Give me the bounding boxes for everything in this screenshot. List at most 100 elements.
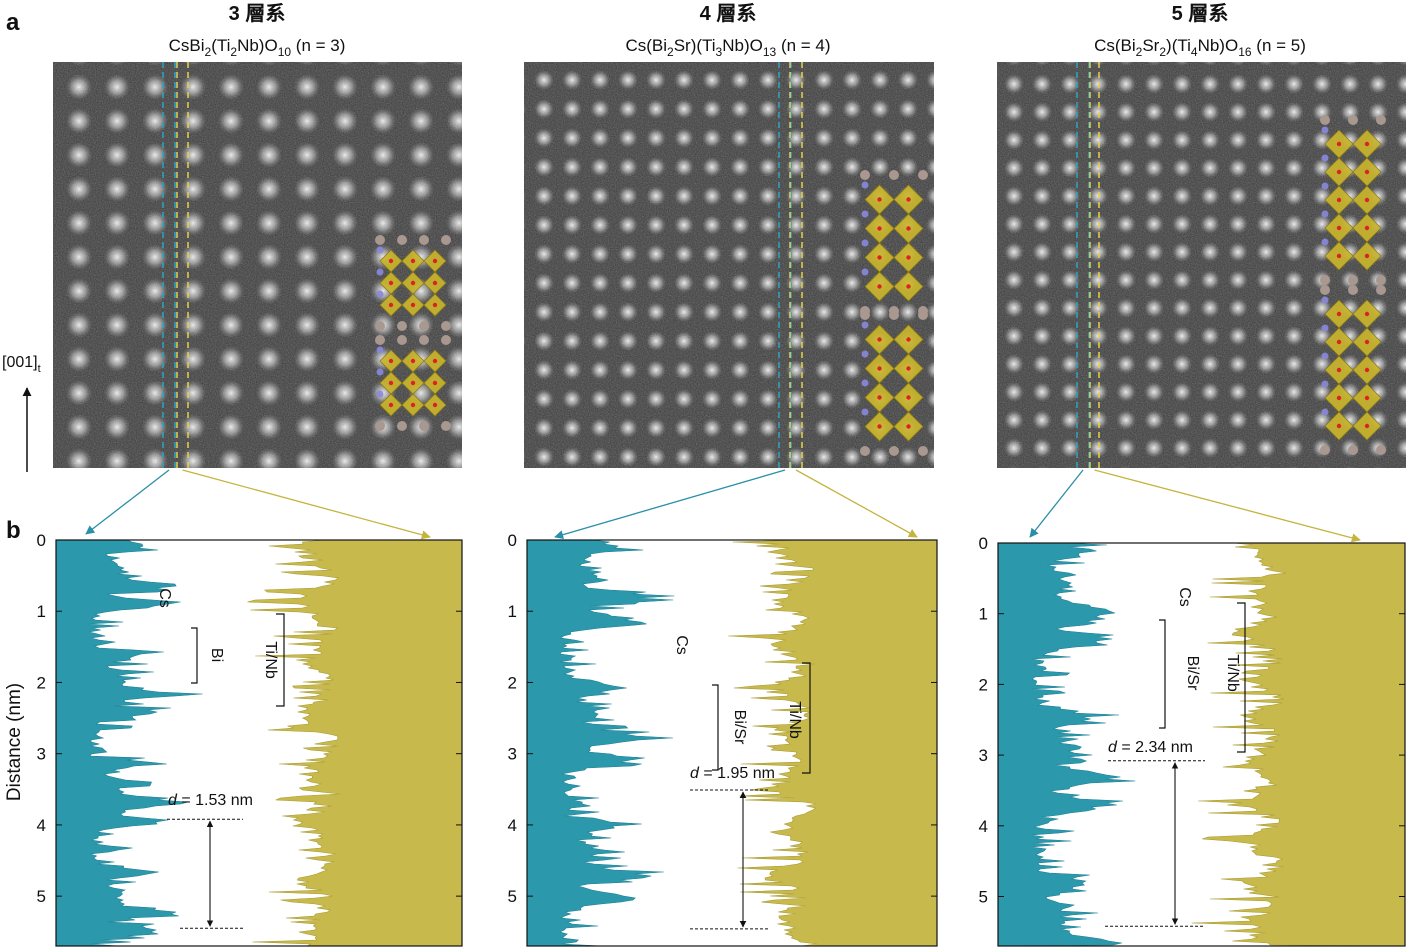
- formula-text: Nb)O: [722, 36, 763, 55]
- spacing-symbol: d: [168, 792, 178, 809]
- element-label: Cs: [156, 588, 173, 608]
- b-site-atom: [1364, 395, 1370, 401]
- element-label: Bi/Sr: [1184, 656, 1201, 691]
- cs-atom: [419, 421, 429, 431]
- cs-atom: [1348, 445, 1358, 455]
- b-site-atom: [906, 395, 911, 400]
- y-tick-label: 5: [979, 888, 988, 907]
- cs-atom: [1348, 285, 1358, 295]
- formula-subscript: 2: [1136, 45, 1143, 59]
- formula-subscript: 2: [667, 45, 674, 59]
- formula: Cs(Bi2Sr)(Ti3Nb)O13 (n = 4): [625, 36, 830, 59]
- cs-atom: [918, 170, 928, 180]
- cs-atom: [397, 321, 407, 331]
- bracket: [276, 613, 285, 707]
- b-site-atom: [877, 337, 882, 342]
- b-site-atom: [1364, 169, 1370, 175]
- b-site-atom: [410, 280, 416, 286]
- y-tick-label: 3: [37, 745, 46, 764]
- cs-atom: [1376, 285, 1386, 295]
- cs-atom: [397, 335, 407, 345]
- a-site-atom: [376, 390, 384, 398]
- element-label: Ti/Nb: [262, 641, 279, 679]
- y-tick-label: 1: [979, 605, 988, 624]
- a-site-atom: [861, 268, 869, 276]
- y-tick-label: 0: [979, 534, 988, 553]
- yellow-pointer: [1094, 469, 1361, 543]
- b-site-atom: [877, 226, 882, 231]
- direction-subscript: t: [38, 363, 41, 375]
- a-site-atom: [1321, 324, 1329, 332]
- b-site-atom: [877, 197, 882, 202]
- a-site-atom: [376, 368, 384, 376]
- formula-subscript: 3: [716, 45, 723, 59]
- formula-text: Nb)O: [1198, 36, 1239, 55]
- stem-noise: [524, 62, 934, 468]
- b-site-atom: [877, 284, 882, 289]
- teal-pointer: [1029, 469, 1084, 538]
- element-label: Cs: [673, 635, 690, 655]
- a-site-atom: [376, 268, 384, 276]
- b-site-atom: [906, 255, 911, 260]
- cs-atom: [1348, 275, 1358, 285]
- b-site-atom: [877, 424, 882, 429]
- element-label: Bi: [208, 648, 225, 662]
- y-tick-label: 2: [979, 675, 988, 694]
- plot-frame: [55, 539, 463, 947]
- direction-label: [001]t: [2, 354, 41, 375]
- formula: CsBi2(Ti2Nb)O10 (n = 3): [169, 36, 346, 59]
- b-site-atom: [906, 366, 911, 371]
- direction-text: [001]: [2, 354, 38, 371]
- teal-pointer: [554, 469, 786, 540]
- formula-text: )(Ti: [1166, 36, 1191, 55]
- formula-text: Nb)O: [237, 36, 278, 55]
- formula-subscript: 2: [205, 45, 212, 59]
- a-site-atom: [1321, 154, 1329, 162]
- cs-atom: [889, 446, 899, 456]
- formula: Cs(Bi2Sr2)(Ti4Nb)O16 (n = 5): [1094, 36, 1306, 59]
- y-tick-label: 5: [508, 887, 517, 906]
- cs-atom: [1348, 115, 1358, 125]
- spacing-symbol: d: [1108, 739, 1118, 756]
- element-label: Cs: [1176, 587, 1193, 607]
- cs-atom: [860, 310, 870, 320]
- y-tick-label: 2: [508, 673, 517, 692]
- cs-atom: [375, 421, 385, 431]
- b-site-atom: [906, 226, 911, 231]
- yellow-profile: [1191, 542, 1406, 947]
- b-site-atom: [388, 402, 394, 408]
- cs-atom: [441, 421, 451, 431]
- b-site-atom: [1364, 253, 1370, 259]
- y-tick-label: 4: [979, 817, 988, 836]
- spacing-label: d = 1.53 nm: [168, 792, 253, 809]
- cs-atom: [1320, 445, 1330, 455]
- element-label: Ti/Nb: [786, 701, 803, 739]
- a-site-atom: [376, 290, 384, 298]
- b-site-atom: [906, 424, 911, 429]
- cs-atom: [1320, 275, 1330, 285]
- y-tick-label: 1: [508, 602, 517, 621]
- plot-frame: [997, 542, 1406, 947]
- a-site-atom: [861, 408, 869, 416]
- a-site-atom: [376, 346, 384, 354]
- spacing-text: = 2.34 nm: [1117, 739, 1193, 756]
- b-site-atom: [1364, 339, 1370, 345]
- teal-profile: [526, 539, 675, 947]
- a-site-atom: [1321, 182, 1329, 190]
- cs-atom: [375, 235, 385, 245]
- b-site-atom: [877, 255, 882, 260]
- bracket: [802, 662, 811, 774]
- b-site-atom: [1364, 197, 1370, 203]
- a-site-atom: [376, 246, 384, 254]
- cs-atom: [375, 321, 385, 331]
- teal-profile: [997, 542, 1136, 947]
- yellow-profile: [247, 539, 463, 947]
- a-site-atom: [861, 239, 869, 247]
- b-site-atom: [388, 280, 394, 286]
- b-site-atom: [877, 366, 882, 371]
- formula-subscript: 2: [1159, 45, 1166, 59]
- b-site-atom: [1336, 169, 1342, 175]
- y-tick-label: 5: [37, 887, 46, 906]
- cs-atom: [1320, 285, 1330, 295]
- b-site-atom: [432, 280, 438, 286]
